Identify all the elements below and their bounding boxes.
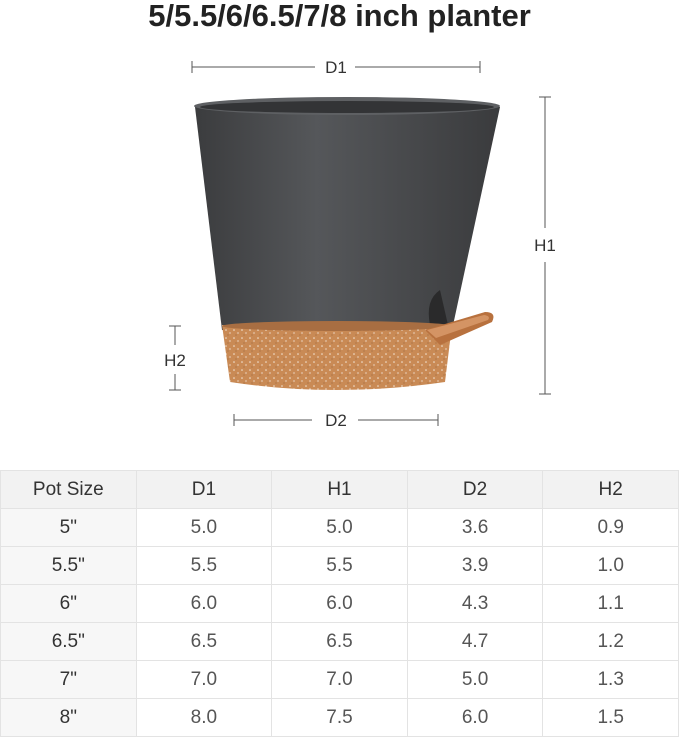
table-header-row: Pot Size D1 H1 D2 H2 [0, 470, 679, 509]
cell-d1: 5.5 [135, 546, 273, 585]
cell-d2: 6.0 [406, 698, 544, 737]
cell-d1: 5.0 [135, 508, 273, 547]
header-d1: D1 [135, 470, 273, 509]
cell-h2: 1.1 [542, 584, 679, 623]
cell-h1: 7.0 [271, 660, 408, 699]
d1-dimension: D1 [191, 58, 481, 77]
d1-label: D1 [325, 58, 347, 77]
cell-h2: 1.0 [542, 546, 679, 585]
header-h1: H1 [271, 470, 408, 509]
cell-h2: 1.5 [542, 698, 679, 737]
cell-d2: 4.7 [406, 622, 544, 661]
table-row: 7" 7.0 7.0 5.0 1.3 [0, 660, 679, 699]
size-table: Pot Size D1 H1 D2 H2 5" 5.0 5.0 3.6 0.9 5.5" 5… [0, 470, 679, 737]
cell-d1: 8.0 [135, 698, 273, 737]
table-row: 6.5" 6.5 6.5 4.7 1.2 [0, 622, 679, 661]
header-d2: D2 [406, 470, 544, 509]
cell-pot-size: 5.5" [0, 546, 137, 585]
cell-h2: 1.2 [542, 622, 679, 661]
table-row: 5.5" 5.5 5.5 3.9 1.0 [0, 546, 679, 585]
cell-d2: 3.9 [406, 546, 544, 585]
cell-h1: 7.5 [271, 698, 408, 737]
cell-d1: 7.0 [135, 660, 273, 699]
cell-pot-size: 6" [0, 584, 137, 623]
h2-label: H2 [164, 351, 186, 370]
cell-h1: 6.0 [271, 584, 408, 623]
cell-d1: 6.0 [135, 584, 273, 623]
planter-pot [194, 97, 500, 390]
h1-label: H1 [534, 236, 556, 255]
cell-d2: 4.3 [406, 584, 544, 623]
table-row: 8" 8.0 7.5 6.0 1.5 [0, 698, 679, 737]
cell-d2: 3.6 [406, 508, 544, 547]
cell-h1: 5.5 [271, 546, 408, 585]
cell-pot-size: 7" [0, 660, 137, 699]
cell-pot-size: 8" [0, 698, 137, 737]
header-h2: H2 [542, 470, 679, 509]
header-pot-size: Pot Size [0, 470, 137, 509]
cell-d1: 6.5 [135, 622, 273, 661]
cell-pot-size: 5" [0, 508, 137, 547]
planter-diagram: D1 H1 H2 D2 [164, 58, 556, 430]
page-title: 5/5.5/6/6.5/7/8 inch planter [148, 0, 531, 33]
table-row: 5" 5.0 5.0 3.6 0.9 [0, 508, 679, 547]
d2-dimension: D2 [233, 411, 439, 430]
h2-dimension: H2 [164, 325, 186, 391]
h1-dimension: H1 [534, 96, 556, 395]
cell-h1: 5.0 [271, 508, 408, 547]
cell-h2: 1.3 [542, 660, 679, 699]
cell-d2: 5.0 [406, 660, 544, 699]
table-row: 6" 6.0 6.0 4.3 1.1 [0, 584, 679, 623]
cell-pot-size: 6.5" [0, 622, 137, 661]
d2-label: D2 [325, 411, 347, 430]
cell-h1: 6.5 [271, 622, 408, 661]
cell-h2: 0.9 [542, 508, 679, 547]
